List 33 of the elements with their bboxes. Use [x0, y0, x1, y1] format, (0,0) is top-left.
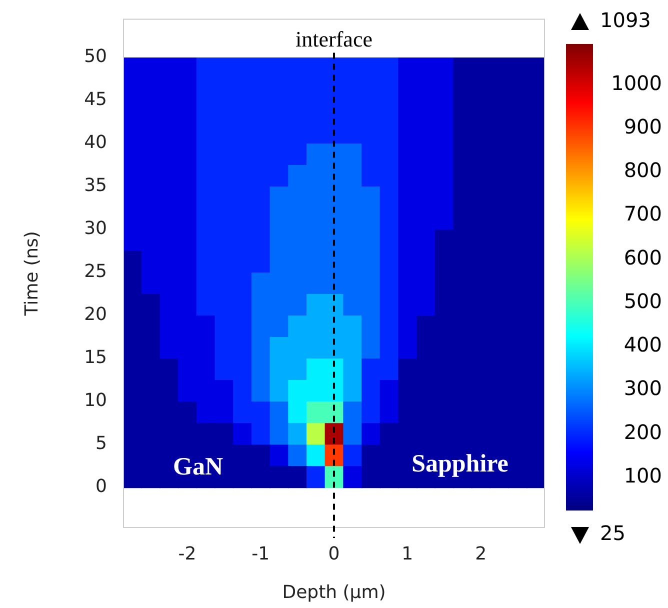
y-tick-label: 20: [84, 304, 107, 326]
y-tick-label: 40: [84, 132, 107, 154]
y-tick-label: 50: [84, 46, 107, 68]
x-tick-label: -1: [252, 543, 270, 564]
x-tick-label: 0: [328, 543, 340, 564]
text: 25: [600, 521, 626, 546]
text: 1093: [600, 8, 651, 32]
y-tick-label: 25: [84, 261, 107, 282]
x-tick-label: 1: [402, 543, 414, 564]
ref-line-label: interface: [296, 26, 372, 52]
y-tick-label: 35: [84, 175, 107, 196]
y-tick-label: 45: [84, 89, 107, 110]
color-bar-label: 800: [624, 158, 662, 182]
x-tick-label: -2: [178, 543, 196, 564]
x-tick-label: 2: [475, 543, 487, 564]
color-bar-label: 100: [624, 463, 662, 488]
y-tick-label: 15: [84, 347, 107, 368]
color-bar-label: 500: [624, 288, 662, 313]
x-axis-title: Depth (μm): [282, 582, 386, 603]
y-axis-title: Time (ns): [21, 231, 42, 317]
y-tick-label: 5: [96, 433, 107, 454]
color-bar-label: 200: [624, 420, 662, 444]
y-tick-label: 0: [96, 476, 107, 498]
color-bar-label: 1000: [611, 70, 662, 95]
y-tick-label: 10: [84, 390, 107, 412]
color-bar-label: 400: [624, 332, 662, 357]
color-bar-label: 600: [624, 245, 662, 270]
color-bar-label: 300: [624, 376, 662, 400]
annotation: Sapphire: [412, 450, 508, 478]
color-bar-label: 900: [624, 114, 662, 138]
annotation: GaN: [173, 453, 223, 480]
color-bar-label: 700: [624, 202, 662, 226]
y-tick-label: 30: [84, 218, 107, 240]
